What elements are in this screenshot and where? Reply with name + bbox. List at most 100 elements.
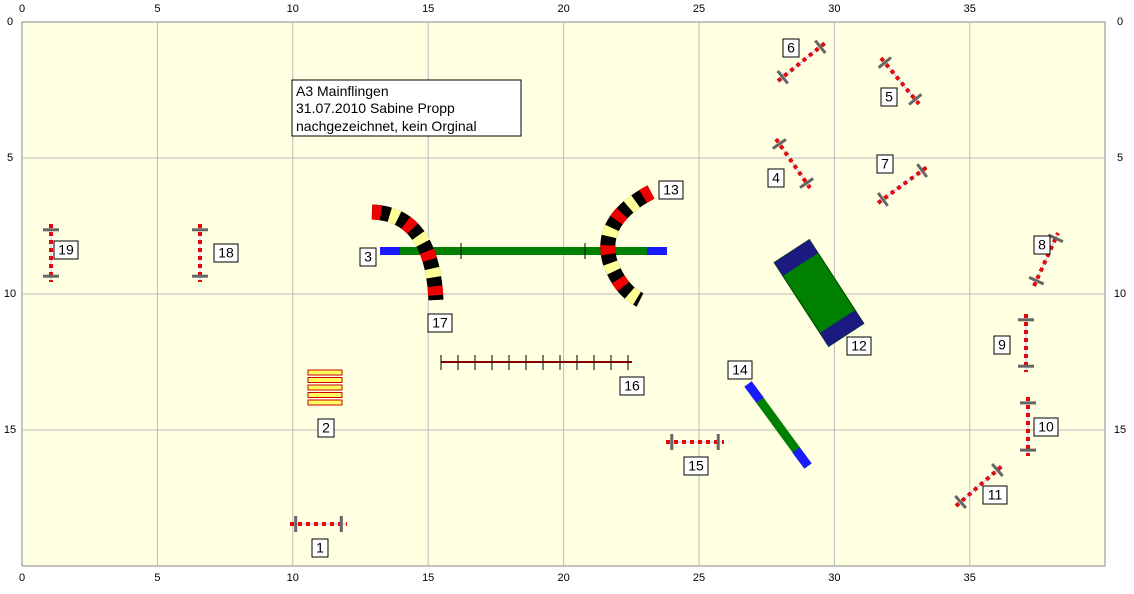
y-tick-label: 0 <box>7 16 13 28</box>
obstacle-label: 1 <box>316 540 324 556</box>
weave <box>307 377 343 383</box>
jump-bar-edge <box>880 57 920 105</box>
obstacle-label: 12 <box>851 338 867 354</box>
jump-stand <box>814 39 827 54</box>
obstacle-label-box <box>993 335 1011 355</box>
obstacle-label: 6 <box>787 40 795 56</box>
obstacle-label-box <box>658 180 684 200</box>
obstacle-label-box <box>782 38 800 58</box>
y-tick-label: 10 <box>1114 288 1126 300</box>
obstacle-label-box <box>982 485 1008 505</box>
obstacle-label-box <box>876 154 894 174</box>
obstacle-label-box <box>427 313 453 333</box>
x-tick-label: 0 <box>19 572 25 584</box>
obstacle-label: 8 <box>1038 237 1046 253</box>
jump-bar <box>774 137 812 190</box>
jump-stand <box>916 163 929 178</box>
obstacle-label: 18 <box>218 245 234 261</box>
jump-bar <box>954 464 1004 508</box>
obstacle-label: 4 <box>772 170 780 186</box>
jump-stand <box>1028 276 1045 286</box>
x-tick-label: 10 <box>287 3 299 15</box>
tunnel <box>600 185 655 307</box>
x-tick-label: 20 <box>557 3 569 15</box>
x-tick-label: 5 <box>154 3 160 15</box>
info-frame <box>291 79 522 137</box>
jump-stand <box>876 192 889 207</box>
seesaw-end <box>792 447 812 469</box>
obstacle-label-box <box>311 538 329 558</box>
x-tick-label: 25 <box>693 572 705 584</box>
obstacle-label-box <box>1033 235 1051 255</box>
x-tick-label: 20 <box>557 572 569 584</box>
obstacle-label: 19 <box>58 242 74 258</box>
y-tick-label: 10 <box>4 288 16 300</box>
x-tick-label: 35 <box>964 572 976 584</box>
obstacle-label: 13 <box>663 182 679 198</box>
y-tick-label: 0 <box>1117 16 1123 28</box>
jump-stand <box>908 93 923 106</box>
jump-bar <box>876 165 929 205</box>
y-tick-label: 5 <box>1117 152 1123 164</box>
jump-bar-edge <box>1033 232 1059 287</box>
obstacle-label: 14 <box>732 362 748 378</box>
a-frame-end <box>774 239 819 276</box>
obstacle-label-box <box>619 376 645 396</box>
y-tick-label: 5 <box>7 152 13 164</box>
obstacle-label-box <box>880 87 898 107</box>
jump-bar-edge <box>777 42 826 82</box>
x-tick-label: 15 <box>422 3 434 15</box>
jump-bar-edge <box>877 166 928 204</box>
obstacle-label: 5 <box>885 89 893 105</box>
jump-stand <box>799 177 815 189</box>
info-box: A3 Mainflingen 31.07.2010 Sabine Propp n… <box>291 79 522 137</box>
info-line: A3 Mainflingen <box>296 83 389 99</box>
x-tick-label: 35 <box>964 3 976 15</box>
seesaw-end <box>744 381 764 403</box>
weave <box>307 399 343 406</box>
x-tick-label: 25 <box>693 3 705 15</box>
y-tick-label: 15 <box>1114 424 1126 436</box>
obstacle-label-box <box>683 456 709 476</box>
jump-stand <box>991 462 1004 478</box>
a-frame-end <box>819 310 864 347</box>
x-tick-label: 30 <box>828 572 840 584</box>
obstacle-label: 16 <box>624 378 640 394</box>
jump-stand <box>877 56 892 69</box>
obstacle-label: 15 <box>688 458 704 474</box>
jump-stand <box>776 70 789 85</box>
jump-bar <box>1032 232 1060 287</box>
tunnel <box>371 204 444 301</box>
y-tick-label: 15 <box>4 424 16 436</box>
x-tick-label: 15 <box>422 572 434 584</box>
obstacle-label-box <box>317 418 335 438</box>
info-line: 31.07.2010 Sabine Propp <box>296 100 455 116</box>
obstacle-label: 11 <box>988 487 1003 503</box>
obstacle-label: 7 <box>881 156 889 172</box>
obstacle-label: 10 <box>1038 419 1054 435</box>
x-tick-label: 30 <box>828 3 840 15</box>
obstacle-label: 2 <box>322 420 330 436</box>
jump-bar <box>776 41 827 83</box>
jump-stand <box>771 138 787 150</box>
obstacle-label-box <box>213 243 239 263</box>
obstacle-label-box <box>1033 417 1059 437</box>
jump-stand <box>1047 233 1064 243</box>
weave <box>307 369 343 376</box>
jump-stand <box>954 494 967 510</box>
info-line: nachgezeichnet, kein Orginal <box>296 118 477 134</box>
jump-bar-edge <box>955 465 1003 507</box>
obstacle-label: 3 <box>364 249 372 265</box>
obstacle-label-box <box>359 247 377 267</box>
jump-bar-edge <box>775 138 811 189</box>
x-tick-label: 5 <box>154 572 160 584</box>
obstacle-label-box <box>846 336 872 356</box>
jump-bar <box>879 56 921 106</box>
weave <box>307 384 343 391</box>
obstacle-label-box <box>727 360 753 380</box>
x-tick-label: 0 <box>19 3 25 15</box>
obstacle-label-box <box>53 240 79 260</box>
obstacle-label: 17 <box>432 315 448 331</box>
